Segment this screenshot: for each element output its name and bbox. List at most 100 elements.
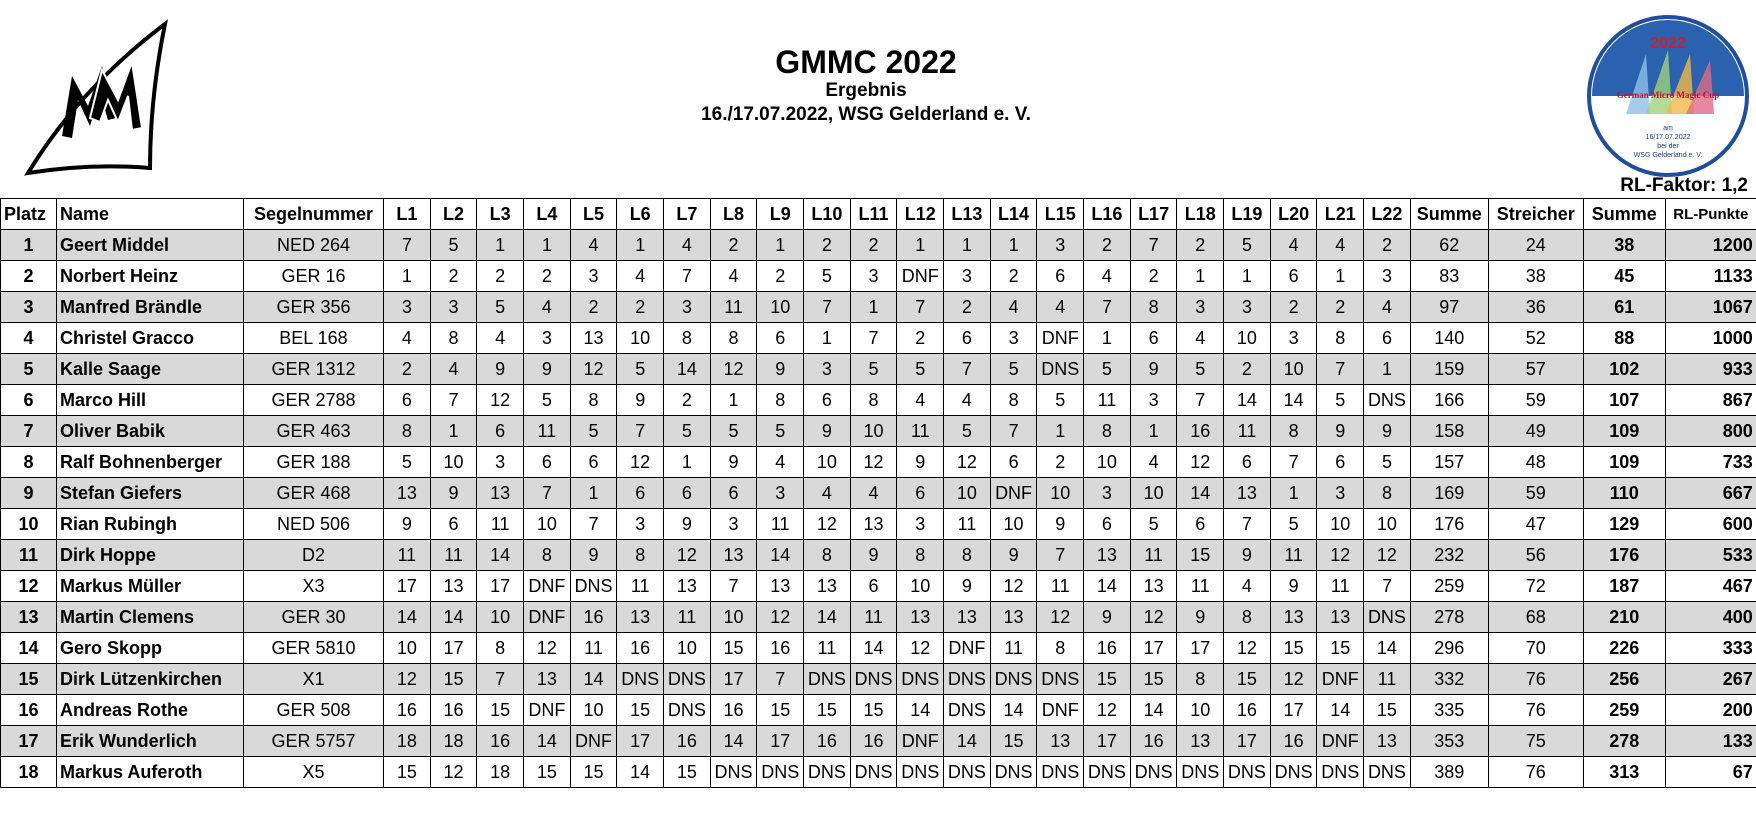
cell: 2 <box>1223 353 1271 385</box>
cell: 1 <box>943 229 991 261</box>
cell: DNS <box>709 756 758 788</box>
cell: 110 <box>1582 477 1666 509</box>
cell: Kalle Saage <box>56 353 244 385</box>
cell: 11 <box>803 632 851 664</box>
cell: GER 463 <box>243 415 384 447</box>
cell: 3 <box>1036 229 1085 261</box>
cell: 12 <box>756 601 805 633</box>
cell: 11 <box>429 539 478 571</box>
result-row: 16 Andreas Rothe GER 508 16 16 15 DNF 10 15 DNS 16… <box>0 694 1756 726</box>
cell: 8 <box>1036 632 1085 664</box>
cell: DNF <box>1036 322 1085 354</box>
cell: NED 506 <box>243 508 384 540</box>
cell: 17 <box>1269 694 1318 726</box>
result-row: 15 Dirk Lützenkirchen X1 12 15 7 13 14 DNS DNS 17 7… <box>0 663 1756 695</box>
cell: 7 <box>0 415 57 447</box>
cell: 2 <box>1316 291 1365 323</box>
cell: 5 <box>523 384 571 416</box>
cell: 5 <box>803 260 851 292</box>
cell: 12 <box>383 663 431 695</box>
cell: 38 <box>1582 229 1666 261</box>
cell: 11 <box>476 508 525 540</box>
cell: 8 <box>803 539 851 571</box>
column-header: L10 <box>803 198 851 230</box>
cell: 10 <box>1129 477 1178 509</box>
cell: 13 <box>1316 601 1365 633</box>
column-header: L8 <box>709 198 758 230</box>
cell: 166 <box>1409 384 1489 416</box>
cell: DNS <box>1363 384 1411 416</box>
cell: 4 <box>756 446 805 478</box>
cell: 14 <box>943 725 991 757</box>
cell: Gero Skopp <box>56 632 244 664</box>
cell: 9 <box>663 508 711 540</box>
cell: DNS <box>896 663 945 695</box>
cell: 13 <box>476 477 525 509</box>
cell: 6 <box>1036 260 1085 292</box>
cell: 2 <box>1129 260 1178 292</box>
column-header: L4 <box>523 198 571 230</box>
cell: 7 <box>1223 508 1271 540</box>
cell: 14 <box>523 725 571 757</box>
cell: 4 <box>896 384 945 416</box>
cell: 13 <box>383 477 431 509</box>
cell: 5 <box>616 353 665 385</box>
cell: 176 <box>1409 508 1489 540</box>
cell: 9 <box>523 353 571 385</box>
cell: 9 <box>989 539 1038 571</box>
cell: 11 <box>663 601 711 633</box>
cell: 5 <box>896 353 945 385</box>
cell: 15 <box>663 756 711 788</box>
cell: 13 <box>0 601 57 633</box>
cell: 11 <box>849 601 898 633</box>
cell: 8 <box>383 415 431 447</box>
cell: 12 <box>429 756 478 788</box>
cell: GER 508 <box>243 694 384 726</box>
cell: 14 <box>1176 477 1225 509</box>
cell: 4 <box>849 477 898 509</box>
badge-line: am <box>1663 125 1673 132</box>
cell: 533 <box>1664 539 1756 571</box>
column-header: L11 <box>849 198 898 230</box>
cell: 313 <box>1582 756 1666 788</box>
cell: 9 <box>616 384 665 416</box>
cell: 14 <box>1223 384 1271 416</box>
cell: 8 <box>943 539 991 571</box>
cell: 11 <box>989 632 1038 664</box>
cell: 1 <box>616 229 665 261</box>
cell: 15 <box>989 725 1038 757</box>
cell: 67 <box>1664 756 1756 788</box>
subtitle: Ergebnis <box>825 80 907 101</box>
result-row: 7 Oliver Babik GER 463 8 1 6 11 5 7 5 5 5 9 10 11 5 7 1 8 1… <box>0 415 1756 447</box>
cell: 9 <box>1036 508 1085 540</box>
column-header: Summe <box>1409 198 1489 230</box>
cell: 9 <box>0 477 57 509</box>
cell: Stefan Giefers <box>56 477 244 509</box>
cell: 667 <box>1664 477 1756 509</box>
cell: GER 16 <box>243 260 384 292</box>
cell: 11 <box>709 291 758 323</box>
cell: Ralf Bohnenberger <box>56 446 244 478</box>
cell: DNS <box>943 663 991 695</box>
cell: 14 <box>849 632 898 664</box>
cell: 15 <box>476 694 525 726</box>
cell: 5 <box>1316 384 1365 416</box>
cell: 5 <box>429 229 478 261</box>
cell: 15 <box>1176 539 1225 571</box>
cell: 15 <box>0 663 57 695</box>
cell: 5 <box>943 415 991 447</box>
cell: 2 <box>1176 229 1225 261</box>
cell: 259 <box>1582 694 1666 726</box>
cell: 16 <box>1129 725 1178 757</box>
cell: 400 <box>1664 601 1756 633</box>
cell: 9 <box>569 539 618 571</box>
cell: 8 <box>1083 415 1131 447</box>
cell: 296 <box>1409 632 1489 664</box>
cell: 7 <box>709 570 758 602</box>
rl-factor: RL-Faktor: 1,2 <box>1620 175 1748 196</box>
cell: 3 <box>616 508 665 540</box>
cell: 16 <box>1176 415 1225 447</box>
cell: 7 <box>756 663 805 695</box>
cell: Martin Clemens <box>56 601 244 633</box>
cell: 10 <box>476 601 525 633</box>
